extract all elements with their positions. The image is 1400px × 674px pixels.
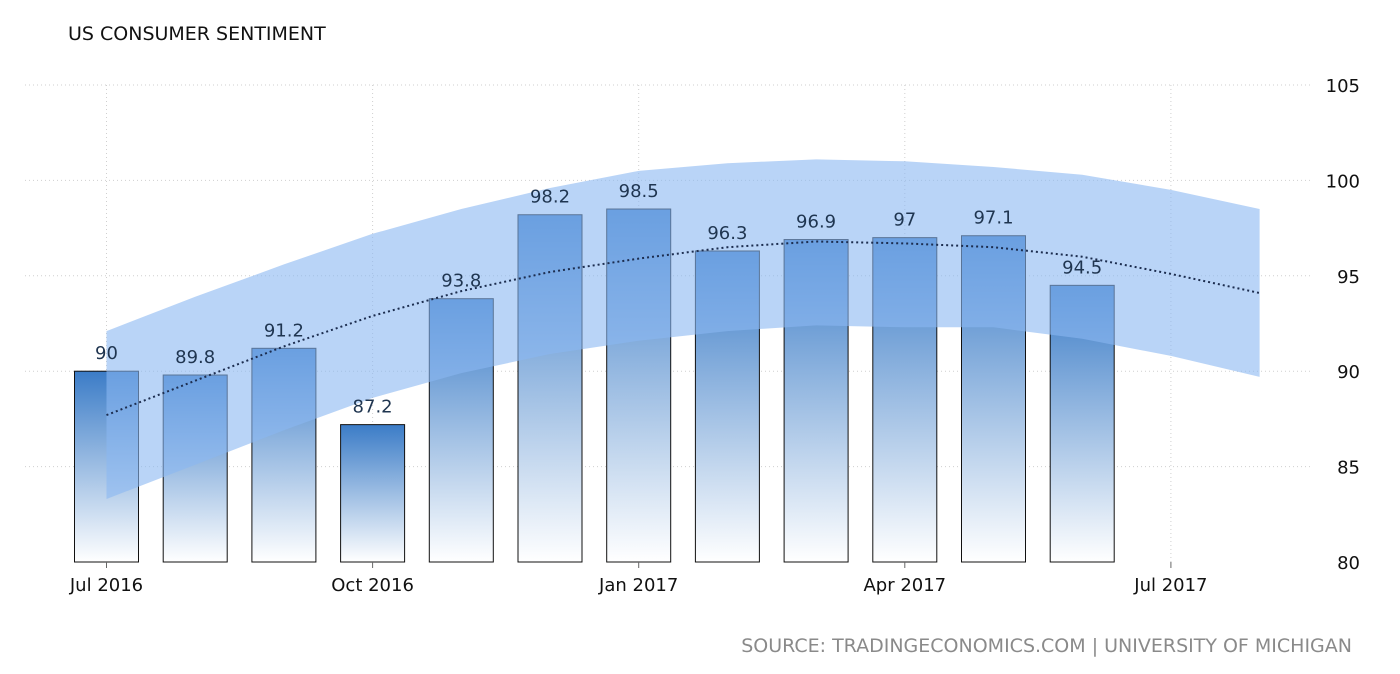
data-label-9: 97 [893,210,916,231]
source-note: SOURCE: TRADINGECONOMICS.COM | UNIVERSIT… [741,635,1352,657]
data-labels-layer: 90 89.8 91.2 87.2 93.8 98.2 98.5 96.3 96.9 97 97.1… [95,181,1102,418]
data-label-2: 91.2 [264,320,304,341]
y-tick-80: 80 [1337,553,1360,574]
data-label-4: 93.8 [441,271,481,292]
y-tick-95: 95 [1337,267,1360,288]
data-label-8: 96.9 [796,212,836,233]
x-tick-6: Jan 2017 [598,575,678,596]
x-tick-3: Oct 2016 [331,575,414,596]
x-tick-9: Apr 2017 [863,575,946,596]
data-label-10: 97.1 [973,208,1013,229]
data-label-1: 89.8 [175,347,215,368]
confidence-band [106,159,1260,499]
y-tick-105: 105 [1326,76,1360,97]
x-tick-0: Jul 2016 [69,575,143,596]
data-label-3: 87.2 [353,397,393,418]
trend-line [106,240,1260,417]
x-axis: Jul 2016 Oct 2016 Jan 2017 Apr 2017 Jul 2017 [69,562,1208,596]
trend-line-layer [106,240,1260,417]
y-axis: 80 85 90 95 100 105 [1326,76,1360,574]
bar-3 [340,424,406,563]
data-label-6: 98.5 [619,181,659,202]
x-tick-12: Jul 2017 [1133,575,1207,596]
y-tick-85: 85 [1337,458,1360,479]
y-tick-100: 100 [1326,171,1360,192]
data-label-11: 94.5 [1062,257,1102,278]
y-tick-90: 90 [1337,362,1360,383]
data-label-5: 98.2 [530,187,570,208]
data-label-0: 90 [95,343,118,364]
chart-title: US CONSUMER SENTIMENT [68,23,326,45]
data-label-7: 96.3 [707,223,747,244]
confidence-band-layer [106,159,1260,499]
